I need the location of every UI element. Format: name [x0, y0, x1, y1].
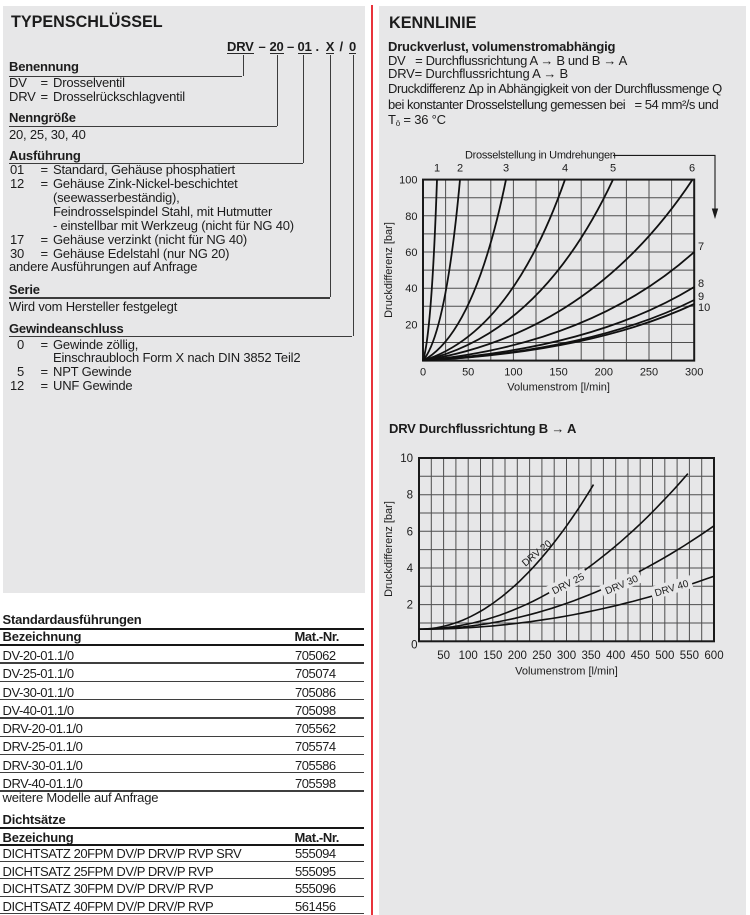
svg-text:10: 10: [698, 302, 710, 314]
svg-text:100: 100: [459, 650, 478, 662]
svg-text:40: 40: [405, 283, 417, 295]
svg-text:Drosselstellung in Umdrehungen: Drosselstellung in Umdrehungen: [465, 150, 616, 162]
svg-text:400: 400: [606, 650, 625, 662]
svg-text:1: 1: [434, 163, 440, 175]
svg-text:Volumenstrom [l/min]: Volumenstrom [l/min]: [507, 382, 610, 394]
svg-text:50: 50: [437, 650, 450, 662]
svg-text:2: 2: [407, 600, 413, 612]
svg-text:100: 100: [399, 175, 417, 187]
svg-text:150: 150: [549, 367, 567, 379]
svg-text:10: 10: [400, 453, 413, 465]
svg-text:250: 250: [532, 650, 551, 662]
svg-text:6: 6: [407, 526, 413, 538]
svg-text:100: 100: [504, 367, 522, 379]
svg-text:Druckdifferenz [bar]: Druckdifferenz [bar]: [383, 222, 395, 318]
svg-text:6: 6: [689, 163, 695, 175]
svg-text:150: 150: [483, 650, 502, 662]
svg-text:300: 300: [557, 650, 576, 662]
svg-text:2: 2: [457, 163, 463, 175]
svg-text:500: 500: [655, 650, 674, 662]
svg-text:8: 8: [407, 490, 413, 502]
svg-text:50: 50: [462, 367, 474, 379]
svg-text:450: 450: [631, 650, 650, 662]
svg-text:20: 20: [405, 319, 417, 331]
svg-text:0: 0: [411, 640, 417, 652]
svg-text:4: 4: [562, 163, 568, 175]
svg-text:600: 600: [704, 650, 723, 662]
svg-text:3: 3: [503, 163, 509, 175]
svg-text:Druckdifferenz [bar]: Druckdifferenz [bar]: [383, 501, 395, 597]
svg-text:5: 5: [610, 163, 616, 175]
svg-text:350: 350: [582, 650, 601, 662]
svg-text:4: 4: [407, 563, 414, 575]
svg-text:9: 9: [698, 291, 704, 303]
svg-text:200: 200: [508, 650, 527, 662]
svg-text:DRV 20: DRV 20: [520, 538, 554, 569]
svg-text:250: 250: [640, 367, 658, 379]
svg-text:80: 80: [405, 211, 417, 223]
svg-text:Volumenstrom [l/min]: Volumenstrom [l/min]: [515, 666, 618, 678]
svg-text:60: 60: [405, 247, 417, 259]
svg-text:550: 550: [680, 650, 699, 662]
svg-text:200: 200: [595, 367, 613, 379]
svg-text:0: 0: [420, 367, 426, 379]
svg-text:300: 300: [685, 367, 703, 379]
svg-text:DRV 25: DRV 25: [550, 571, 586, 597]
svg-text:8: 8: [698, 278, 704, 290]
svg-text:7: 7: [698, 241, 704, 253]
